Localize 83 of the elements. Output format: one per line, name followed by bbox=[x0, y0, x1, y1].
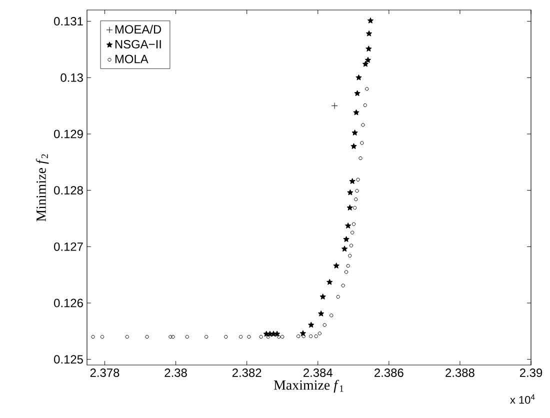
point bbox=[356, 74, 362, 80]
point bbox=[363, 103, 367, 108]
point bbox=[145, 334, 149, 339]
point bbox=[276, 334, 281, 339]
point bbox=[336, 294, 340, 299]
point bbox=[266, 334, 270, 339]
text: x 10$^{4}$ bbox=[510, 394, 535, 404]
point bbox=[346, 204, 353, 210]
point bbox=[348, 254, 352, 258]
point bbox=[296, 334, 300, 338]
point bbox=[171, 334, 175, 339]
point bbox=[302, 334, 306, 338]
y-tick-label: 0.125 bbox=[54, 355, 83, 364]
point bbox=[341, 284, 345, 288]
point bbox=[367, 17, 374, 24]
point bbox=[365, 87, 369, 91]
point bbox=[204, 334, 208, 339]
point bbox=[360, 141, 364, 145]
y-tick-label: 0.131 bbox=[54, 17, 83, 26]
point bbox=[238, 334, 243, 339]
point bbox=[347, 189, 354, 196]
x-tick-label: 2.386 bbox=[374, 368, 404, 377]
legend-label: NSGA−II bbox=[115, 40, 161, 48]
y-axis-title: Minimize f$_{2}$ bbox=[36, 154, 49, 222]
point bbox=[314, 334, 318, 338]
point bbox=[331, 102, 338, 110]
point bbox=[341, 246, 348, 252]
point bbox=[353, 109, 360, 116]
point bbox=[356, 178, 360, 182]
point bbox=[224, 334, 228, 339]
point bbox=[259, 334, 263, 339]
y-tick-label: 0.128 bbox=[54, 186, 83, 195]
point bbox=[346, 264, 350, 268]
x-tick-label: 2.378 bbox=[90, 368, 120, 377]
point bbox=[168, 334, 172, 339]
point bbox=[362, 60, 369, 67]
point bbox=[274, 330, 280, 337]
point bbox=[350, 143, 357, 150]
point bbox=[344, 270, 348, 274]
point bbox=[358, 156, 362, 160]
point bbox=[352, 130, 358, 136]
point bbox=[350, 230, 354, 234]
x-axis-title: Maximize f$_{1}$ bbox=[274, 380, 344, 393]
point bbox=[352, 206, 357, 210]
point bbox=[366, 46, 372, 52]
legend-label: MOEA/D bbox=[115, 24, 162, 34]
point bbox=[308, 322, 314, 328]
point bbox=[343, 236, 350, 242]
x-tick-label: 2.38 bbox=[164, 368, 187, 377]
point bbox=[318, 310, 324, 316]
y-tick-label: 0.126 bbox=[54, 298, 83, 308]
point bbox=[91, 334, 95, 339]
x-tick-label: 2.388 bbox=[446, 368, 474, 377]
point bbox=[308, 334, 313, 338]
point bbox=[344, 222, 352, 228]
point bbox=[320, 294, 326, 300]
legend-label: MOLA bbox=[115, 54, 148, 64]
point bbox=[326, 278, 333, 285]
point bbox=[349, 244, 354, 248]
point bbox=[318, 332, 322, 336]
point bbox=[364, 56, 372, 63]
point bbox=[125, 334, 129, 339]
point bbox=[100, 334, 104, 339]
point bbox=[333, 262, 340, 268]
point bbox=[355, 189, 359, 193]
point bbox=[300, 330, 306, 336]
point bbox=[354, 90, 360, 96]
point bbox=[330, 314, 334, 318]
y-tick-label: 0.127 bbox=[54, 242, 83, 251]
point bbox=[352, 222, 356, 226]
point bbox=[366, 30, 372, 36]
point bbox=[247, 334, 251, 339]
x-tick-label: 2.384 bbox=[304, 368, 332, 377]
x-tick-label: 2.39 bbox=[520, 368, 542, 377]
point bbox=[322, 323, 326, 327]
point bbox=[349, 178, 356, 184]
x-tick-label: 2.382 bbox=[232, 368, 262, 377]
point bbox=[185, 334, 190, 339]
point bbox=[354, 197, 358, 202]
point bbox=[280, 334, 284, 339]
y-tick-label: 0.129 bbox=[54, 130, 83, 138]
point bbox=[361, 123, 365, 127]
y-tick-label: 0.13 bbox=[60, 73, 83, 82]
